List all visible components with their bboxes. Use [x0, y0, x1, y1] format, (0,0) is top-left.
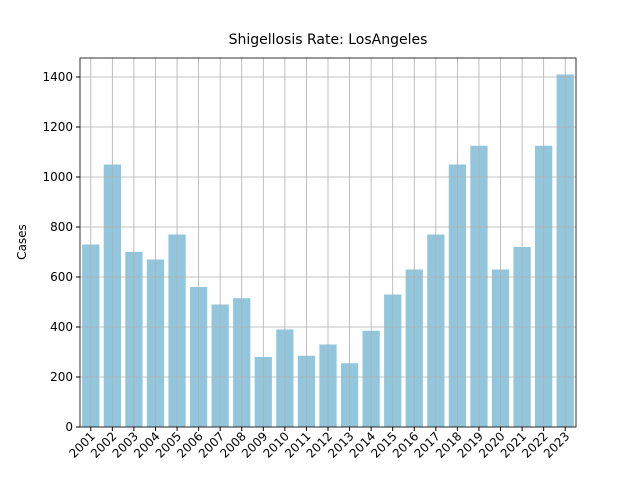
y-tick-label: 1000: [42, 170, 73, 184]
y-tick-label: 1400: [42, 70, 73, 84]
y-tick-label: 600: [50, 270, 73, 284]
y-tick-label: 0: [65, 420, 73, 434]
y-axis-label: Cases: [15, 224, 29, 260]
y-tick-label: 400: [50, 320, 73, 334]
plot-frame: [79, 57, 577, 428]
y-tick-label: 200: [50, 370, 73, 384]
chart-title: Shigellosis Rate: LosAngeles: [229, 32, 428, 48]
y-tick-label: 1200: [42, 120, 73, 134]
y-tick-label: 800: [50, 220, 73, 234]
